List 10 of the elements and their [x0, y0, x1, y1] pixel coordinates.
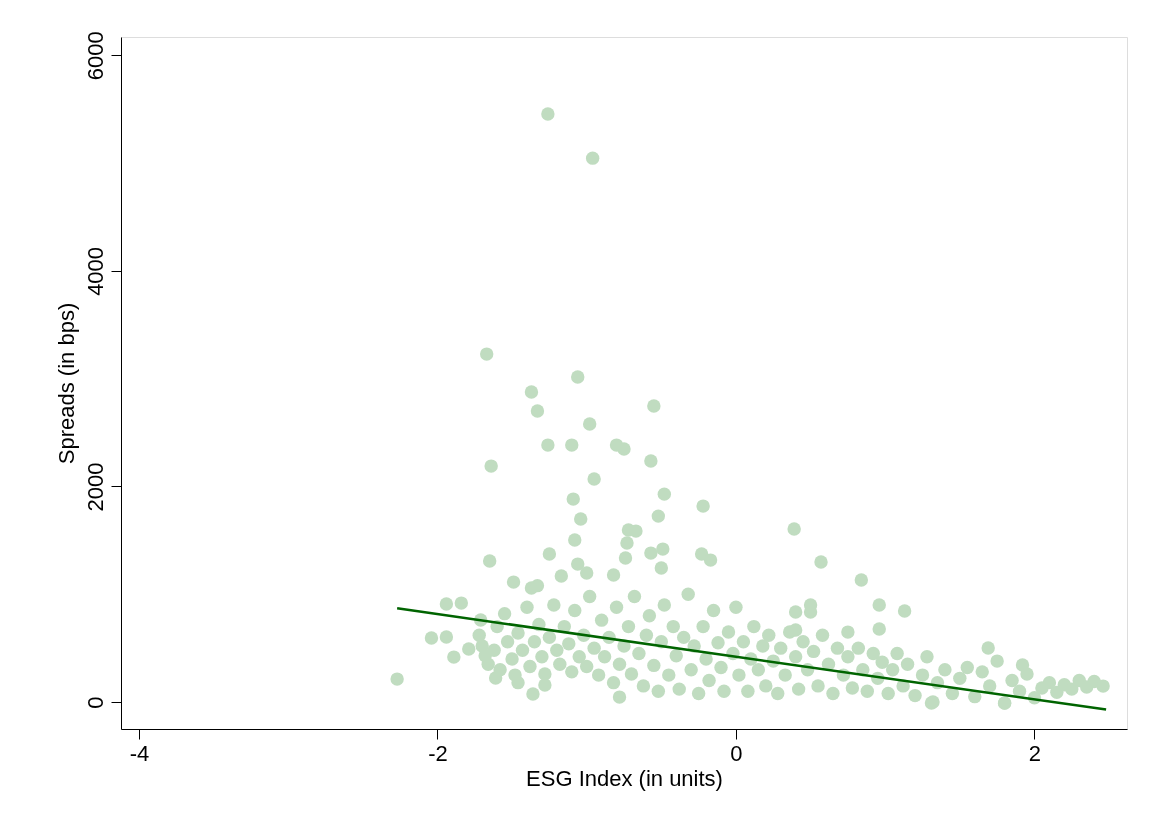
x-tick-label: 0: [730, 740, 743, 766]
y-tick-label: 2000: [82, 462, 108, 512]
x-axis-title: ESG Index (in units): [526, 765, 723, 791]
y-tick-label: 0: [82, 696, 108, 709]
y-tick-label: 6000: [82, 31, 108, 81]
x-tick-label: -2: [428, 740, 448, 766]
y-axis-title: Spreads (in bps): [53, 302, 79, 465]
x-tick-label: 2: [1028, 740, 1042, 766]
x-tick-label: -4: [129, 740, 150, 766]
y-tick-label: 4000: [82, 246, 108, 296]
